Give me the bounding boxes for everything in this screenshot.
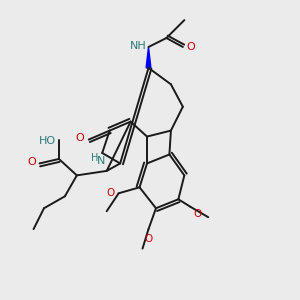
Text: O: O	[76, 133, 84, 143]
Text: O: O	[193, 209, 202, 219]
Text: O: O	[187, 42, 196, 52]
Text: O: O	[144, 234, 153, 244]
Text: O: O	[106, 188, 115, 198]
Text: HO: HO	[39, 136, 56, 146]
Polygon shape	[146, 47, 151, 68]
Text: H: H	[91, 152, 98, 163]
Text: O: O	[27, 157, 36, 167]
Text: NH: NH	[130, 41, 147, 51]
Text: N: N	[97, 156, 105, 167]
